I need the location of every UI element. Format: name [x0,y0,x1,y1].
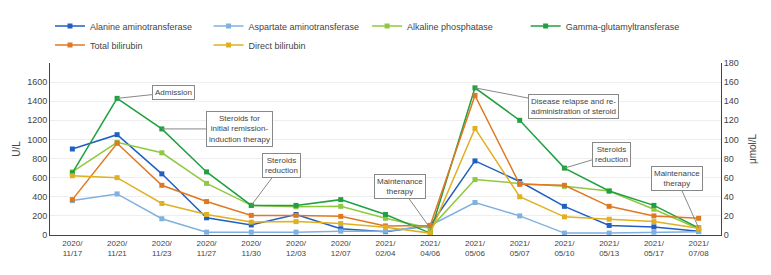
svg-text:Steroidsreduction: Steroidsreduction [265,156,298,175]
svg-text:600: 600 [32,173,47,183]
svg-text:2021/02/04: 2021/02/04 [375,239,396,258]
svg-text:0: 0 [724,230,729,240]
svg-text:2020/11/17: 2020/11/17 [62,239,83,258]
svg-text:800: 800 [32,154,47,164]
svg-text:Alkaline phosphatase: Alkaline phosphatase [407,22,493,32]
svg-text:2021/05/13: 2021/05/13 [599,239,620,258]
svg-text:μmol/L: μmol/L [747,133,758,164]
svg-text:20: 20 [724,211,734,221]
svg-text:Disease relapse and re-adminis: Disease relapse and re-administration of… [531,97,616,116]
svg-text:1200: 1200 [27,115,47,125]
svg-text:120: 120 [724,115,739,125]
svg-text:60: 60 [724,173,734,183]
svg-text:2021/04/06: 2021/04/06 [420,239,441,258]
svg-text:1000: 1000 [27,135,47,145]
svg-text:2021/05/17: 2021/05/17 [644,239,665,258]
svg-text:40: 40 [724,192,734,202]
svg-text:Total bilirubin: Total bilirubin [90,41,143,51]
svg-text:2020/12/07: 2020/12/07 [331,239,352,258]
svg-text:Admission: Admission [155,88,192,97]
svg-text:2020/11/27: 2020/11/27 [197,239,218,258]
svg-text:1600: 1600 [27,77,47,87]
svg-text:Alanine aminotransferase: Alanine aminotransferase [90,22,192,32]
svg-text:Maintenancetherapy: Maintenancetherapy [654,169,700,188]
svg-text:2020/12/03: 2020/12/03 [286,239,307,258]
svg-text:Gamma-glutamyltransferase: Gamma-glutamyltransferase [566,22,680,32]
svg-text:160: 160 [724,77,739,87]
svg-text:2020/11/21: 2020/11/21 [107,239,128,258]
svg-text:0: 0 [42,230,47,240]
svg-text:Direct bilirubin: Direct bilirubin [249,41,306,51]
svg-text:200: 200 [32,211,47,221]
svg-text:400: 400 [32,192,47,202]
svg-text:U/L: U/L [11,141,22,157]
svg-text:2021/05/10: 2021/05/10 [554,239,575,258]
svg-text:Aspartate aminotransferase: Aspartate aminotransferase [249,22,360,32]
svg-text:2021/05/07: 2021/05/07 [510,239,531,258]
svg-text:2021/05/06: 2021/05/06 [465,239,486,258]
svg-text:1400: 1400 [27,96,47,106]
svg-text:Steroidsreduction: Steroidsreduction [595,145,628,164]
svg-text:140: 140 [724,96,739,106]
svg-text:2020/11/23: 2020/11/23 [152,239,173,258]
svg-text:2020/11/30: 2020/11/30 [241,239,262,258]
svg-text:180: 180 [724,58,739,68]
svg-text:80: 80 [724,154,734,164]
svg-text:2021/07/08: 2021/07/08 [689,239,710,258]
svg-text:Steroids forinitial remission-: Steroids forinitial remission-induction … [209,114,270,144]
svg-text:100: 100 [724,135,739,145]
svg-text:Maintenancetherapy: Maintenancetherapy [377,177,423,196]
